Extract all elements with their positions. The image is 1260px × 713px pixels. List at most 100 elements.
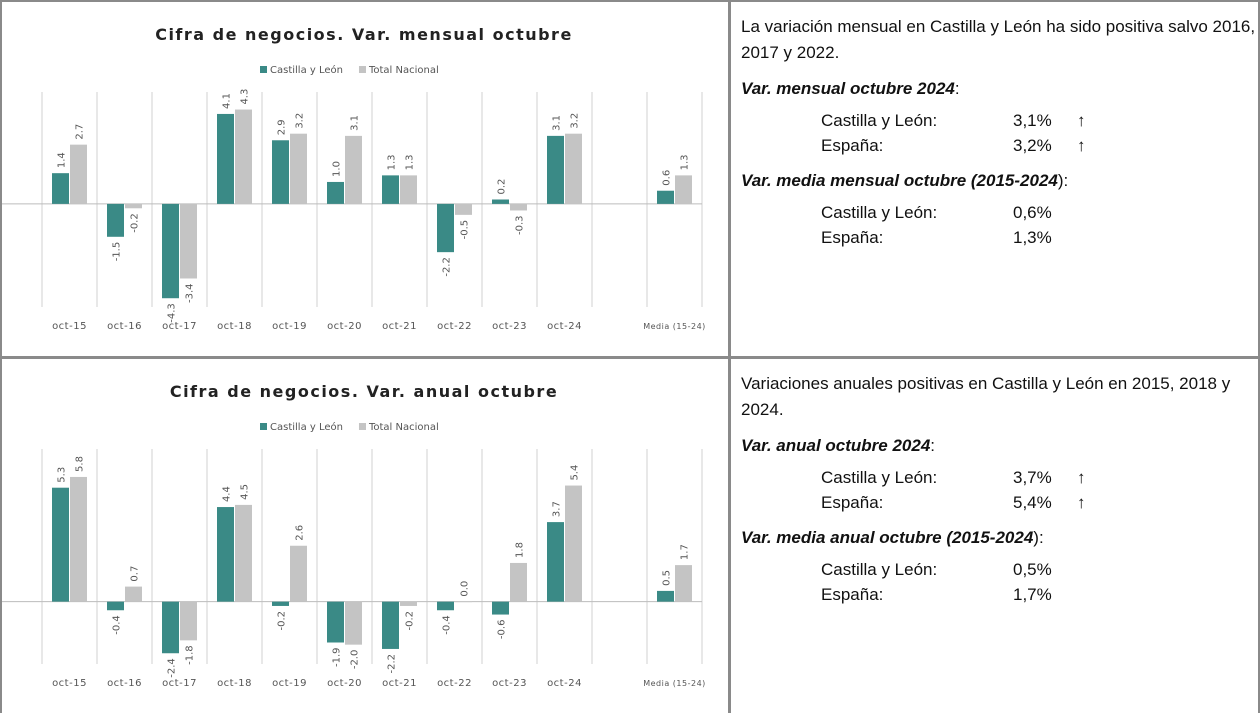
section: Var. anual octubre 2024: Castilla y León:… bbox=[741, 433, 1260, 515]
x-tick-label: Media (15-24) bbox=[643, 322, 706, 331]
data-label: 1.7 bbox=[680, 544, 691, 560]
data-label: 5.4 bbox=[570, 465, 581, 481]
data-label: 0.5 bbox=[662, 570, 673, 586]
data-label: 1.3 bbox=[387, 154, 398, 170]
row-value: 5,4% bbox=[1013, 493, 1052, 512]
bar bbox=[547, 522, 564, 602]
section-heading: Var. media anual octubre (2015-2024): bbox=[741, 525, 1260, 551]
data-label: 0.2 bbox=[497, 179, 508, 195]
bar bbox=[675, 175, 692, 204]
section: Var. media anual octubre (2015-2024): Cas… bbox=[741, 525, 1260, 607]
legend-swatch bbox=[260, 66, 267, 73]
x-tick-label: oct-21 bbox=[382, 321, 417, 332]
bar bbox=[52, 487, 69, 602]
data-label: -1.8 bbox=[185, 645, 196, 665]
bar bbox=[327, 181, 344, 204]
data-label: 3.2 bbox=[570, 113, 581, 129]
x-tick-label: oct-23 bbox=[492, 678, 527, 689]
x-tick-label: oct-22 bbox=[437, 321, 472, 332]
legend-swatch bbox=[260, 423, 267, 430]
bar bbox=[400, 601, 417, 606]
bar bbox=[327, 601, 344, 643]
bar bbox=[290, 133, 307, 204]
data-label: -0.3 bbox=[515, 215, 526, 235]
x-tick-label: oct-18 bbox=[217, 678, 252, 689]
data-label: -0.2 bbox=[405, 611, 416, 631]
x-tick-label: oct-20 bbox=[327, 678, 362, 689]
section-heading: Var. anual octubre 2024: bbox=[741, 433, 1260, 459]
bar bbox=[492, 199, 509, 204]
row-label: Castilla y León: bbox=[821, 111, 938, 130]
heading-suffix: ): bbox=[1057, 171, 1069, 190]
chart-title: Cifra de negocios. Var. anual octubre bbox=[170, 382, 558, 401]
bar bbox=[510, 562, 527, 602]
heading-text: Var. mensual octubre 2024 bbox=[741, 79, 955, 98]
trend-arrow: ↑ bbox=[1077, 493, 1086, 512]
trend-arrow: ↑ bbox=[1077, 468, 1086, 487]
data-label: 2.6 bbox=[295, 525, 306, 541]
data-label: 1.8 bbox=[515, 542, 526, 558]
x-tick-label: oct-17 bbox=[162, 678, 197, 689]
x-tick-label: oct-15 bbox=[52, 678, 87, 689]
intro-text: Variaciones anuales positivas en Castill… bbox=[741, 374, 1231, 419]
data-label: -2.4 bbox=[167, 658, 178, 678]
data-label: -0.5 bbox=[460, 220, 471, 240]
row: Castilla y León: 0,5% bbox=[821, 557, 1260, 582]
row-label: Castilla y León: bbox=[821, 560, 938, 579]
bar bbox=[217, 507, 234, 602]
row-value: 3,2% bbox=[1013, 136, 1052, 155]
data-label: 4.1 bbox=[222, 93, 233, 109]
x-tick-label: Media (15-24) bbox=[643, 679, 706, 688]
data-label: 4.4 bbox=[222, 486, 233, 502]
heading-suffix: : bbox=[930, 436, 936, 455]
x-tick-label: oct-22 bbox=[437, 678, 472, 689]
legend-label: Castilla y León bbox=[270, 421, 343, 433]
bar bbox=[455, 203, 472, 215]
row-label: España: bbox=[821, 136, 884, 155]
x-tick-label: oct-20 bbox=[327, 321, 362, 332]
bar bbox=[345, 601, 362, 645]
heading-text: Var. media anual octubre (2015-2024 bbox=[741, 528, 1034, 547]
chart-title: Cifra de negocios. Var. mensual octubre bbox=[155, 25, 573, 44]
data-label: -0.4 bbox=[442, 615, 453, 635]
row-value: 3,1% bbox=[1013, 111, 1052, 130]
bar bbox=[675, 565, 692, 602]
data-label: 1.3 bbox=[405, 154, 416, 170]
bar bbox=[565, 485, 582, 602]
data-label: 0.7 bbox=[130, 566, 141, 582]
row-label: España: bbox=[821, 228, 884, 247]
x-tick-label: oct-15 bbox=[52, 321, 87, 332]
data-label: -2.2 bbox=[387, 654, 398, 674]
bar bbox=[547, 135, 564, 204]
bar bbox=[510, 203, 527, 211]
divider bbox=[2, 356, 1260, 359]
heading-text: Var. anual octubre 2024 bbox=[741, 436, 931, 455]
bar bbox=[492, 601, 509, 615]
row: Castilla y León: 0,6% bbox=[821, 200, 1260, 225]
bar bbox=[70, 476, 87, 602]
bar bbox=[272, 601, 289, 606]
bar bbox=[70, 144, 87, 204]
bar bbox=[125, 203, 142, 209]
data-label: -0.6 bbox=[497, 620, 508, 640]
text-panel: La variación mensual en Castilla y León … bbox=[731, 2, 1260, 356]
legend-label: Total Nacional bbox=[368, 65, 439, 76]
x-tick-label: oct-24 bbox=[547, 678, 582, 689]
data-label: 1.3 bbox=[680, 154, 691, 170]
data-label: 3.7 bbox=[552, 501, 563, 517]
bar bbox=[400, 175, 417, 204]
data-label: 1.0 bbox=[332, 161, 343, 177]
bar bbox=[180, 203, 197, 279]
data-label: 5.3 bbox=[57, 467, 68, 483]
row-label: España: bbox=[821, 493, 884, 512]
bar bbox=[180, 601, 197, 641]
section: Var. mensual octubre 2024: Castilla y Leó… bbox=[741, 76, 1260, 158]
row-value: 3,7% bbox=[1013, 468, 1052, 487]
x-tick-label: oct-24 bbox=[547, 321, 582, 332]
bar bbox=[217, 113, 234, 204]
row-value: 1,7% bbox=[1013, 585, 1052, 604]
legend-swatch bbox=[358, 423, 366, 430]
section-heading: Var. media mensual octubre (2015-2024): bbox=[741, 168, 1260, 194]
data-label: 0.0 bbox=[460, 581, 471, 597]
